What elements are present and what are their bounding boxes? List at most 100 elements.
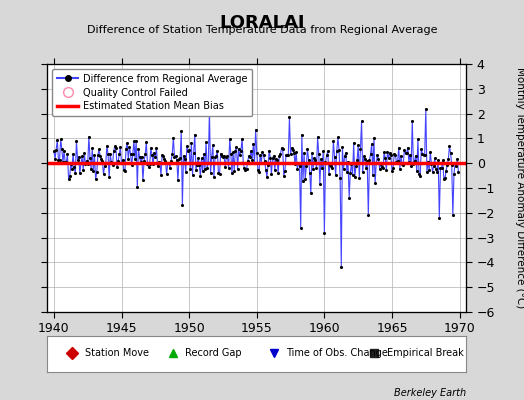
Point <box>157 172 165 178</box>
Point <box>361 156 369 162</box>
Point <box>304 157 313 163</box>
Point <box>100 171 108 178</box>
Point <box>140 158 148 164</box>
Point <box>165 159 173 166</box>
Point <box>291 161 299 167</box>
Point <box>432 166 440 172</box>
Point <box>396 166 404 172</box>
Point <box>439 157 447 163</box>
Point <box>365 157 374 164</box>
Point <box>436 165 445 172</box>
Point <box>182 169 190 175</box>
Text: Empirical Break: Empirical Break <box>387 348 463 358</box>
Point <box>202 139 210 145</box>
Point <box>372 160 380 167</box>
Point <box>58 145 66 152</box>
Point <box>416 173 424 179</box>
Point <box>125 144 134 150</box>
Point <box>50 148 58 155</box>
Point <box>325 171 333 178</box>
Point <box>56 156 64 163</box>
Point <box>268 155 277 162</box>
Point <box>152 144 161 151</box>
Point <box>206 170 215 176</box>
Point <box>431 155 439 161</box>
Point <box>300 150 308 156</box>
Point <box>213 148 222 154</box>
Point <box>330 153 339 160</box>
Point <box>64 175 73 182</box>
Point <box>401 150 410 156</box>
Point <box>119 167 128 174</box>
Point <box>193 162 201 169</box>
Point <box>160 155 169 162</box>
Point <box>177 128 185 134</box>
Point <box>250 160 259 166</box>
Point <box>85 134 93 140</box>
Point <box>110 148 118 154</box>
Point <box>284 152 292 158</box>
Point <box>72 138 81 144</box>
Point <box>244 158 252 164</box>
Point <box>276 151 285 157</box>
Point <box>443 162 451 168</box>
Point <box>178 202 187 208</box>
Point <box>333 148 341 154</box>
Point <box>297 224 305 231</box>
Point <box>289 147 297 153</box>
Point <box>425 167 433 173</box>
Point <box>281 168 289 174</box>
Point <box>112 144 120 151</box>
Point <box>363 158 372 164</box>
Point <box>341 153 349 160</box>
Point <box>166 164 174 171</box>
Point <box>87 166 95 172</box>
Point <box>382 166 390 173</box>
Point <box>266 154 275 161</box>
Point <box>428 168 436 175</box>
Point <box>66 173 74 180</box>
Point <box>61 159 69 166</box>
Y-axis label: Monthly Temperature Anomaly Difference (°C): Monthly Temperature Anomaly Difference (… <box>515 67 524 309</box>
Point <box>301 176 309 182</box>
Point <box>273 156 281 163</box>
Point <box>91 176 100 183</box>
Point <box>204 160 213 166</box>
Point <box>83 161 92 168</box>
Point <box>346 170 354 176</box>
Point <box>139 177 147 184</box>
Point <box>318 165 326 172</box>
Text: Record Gap: Record Gap <box>185 348 242 358</box>
Point <box>326 162 334 168</box>
Point <box>148 152 156 158</box>
Point <box>373 152 381 158</box>
Point <box>63 151 72 158</box>
Point <box>434 157 442 163</box>
Point <box>191 132 199 138</box>
Point <box>75 170 84 176</box>
Point <box>132 138 140 144</box>
Point <box>258 149 267 155</box>
Point <box>95 146 103 153</box>
Point <box>388 168 396 174</box>
Point <box>302 163 311 169</box>
Point <box>70 164 79 171</box>
Point <box>113 164 121 170</box>
Point <box>287 151 295 157</box>
Point <box>370 135 378 141</box>
Point <box>211 154 219 160</box>
Point <box>329 138 337 144</box>
Point <box>392 159 401 166</box>
Point <box>256 152 264 158</box>
Point <box>352 163 360 170</box>
Point <box>88 145 96 152</box>
Point <box>435 214 443 221</box>
Point <box>173 177 182 184</box>
Point <box>358 169 367 176</box>
Point <box>303 145 312 152</box>
Point <box>270 167 279 173</box>
Point <box>452 163 461 169</box>
Point <box>150 150 158 156</box>
Point <box>68 165 76 172</box>
Point <box>288 145 296 151</box>
